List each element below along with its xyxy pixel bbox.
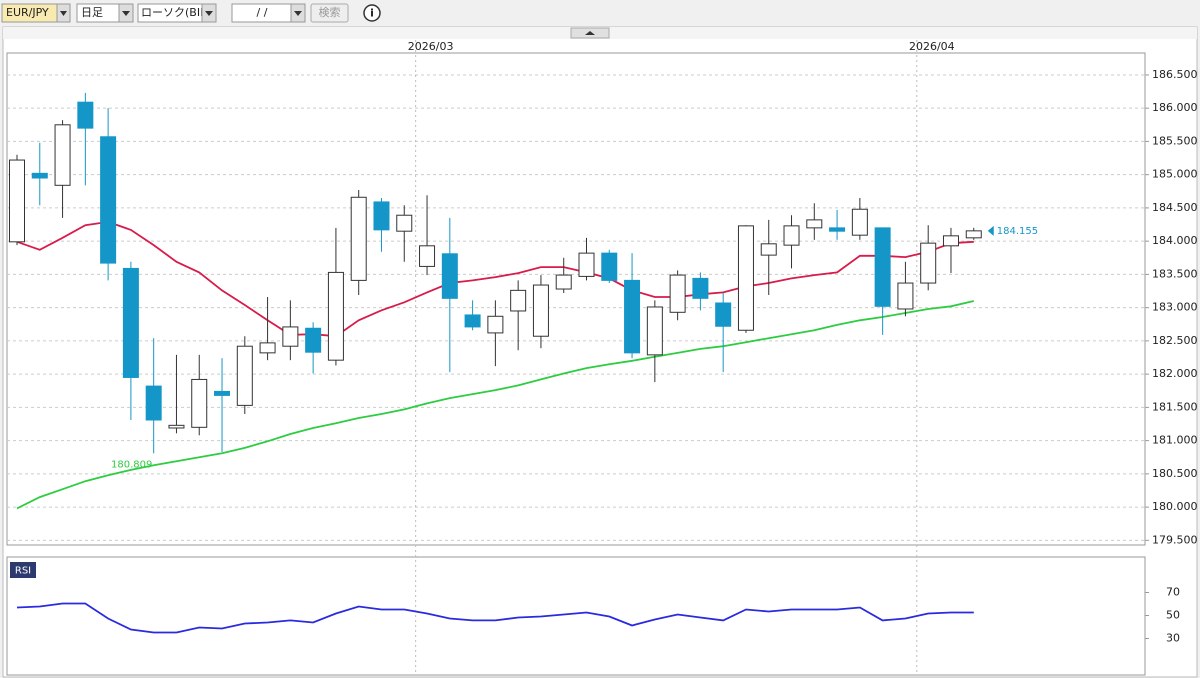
candle-body [191, 378, 208, 428]
y-tick-label: 184.500 [1152, 201, 1198, 214]
search-button[interactable] [310, 3, 349, 23]
candle-body [578, 252, 595, 277]
candle-body [145, 385, 162, 421]
candle-body [783, 225, 800, 246]
candle-body [122, 267, 139, 378]
candle-body [737, 225, 754, 331]
y-tick-label: 183.000 [1152, 301, 1198, 314]
low-label: 180.809 [111, 459, 152, 470]
y-tick-label: 30 [1166, 632, 1180, 645]
candle-body [259, 342, 276, 354]
price-plot [6, 52, 1146, 546]
dropdown-arrow [122, 11, 130, 16]
y-tick-label: 70 [1166, 586, 1180, 599]
candle-body [874, 227, 891, 307]
candle-body [282, 326, 299, 347]
y-tick-label: 182.000 [1152, 367, 1198, 380]
candle-body [464, 314, 481, 328]
candle-body [669, 274, 686, 313]
dropdown-arrow [60, 11, 67, 16]
candle-body [77, 101, 94, 129]
y-tick-label: 181.500 [1152, 400, 1198, 413]
y-tick-label: 186.500 [1152, 68, 1198, 81]
period-text: 日足 [81, 6, 103, 19]
collapse-arrow [585, 31, 595, 35]
candle-body [851, 208, 868, 236]
x-tick-label: 2026/03 [408, 40, 454, 53]
candle-body [441, 253, 458, 299]
symbol-text: EUR/JPY [6, 6, 49, 19]
candle-body [100, 136, 117, 264]
candle-body [715, 302, 732, 327]
info-button[interactable] [363, 4, 381, 22]
moving-average [16, 300, 975, 510]
candle-body [646, 306, 663, 356]
y-tick-label: 185.500 [1152, 134, 1198, 147]
rsi-title: RSI [15, 566, 31, 577]
y-tick-label: 179.500 [1152, 533, 1198, 546]
candle-body [305, 327, 322, 353]
candle-body [532, 284, 549, 337]
candle-body [942, 235, 959, 247]
candle-body [760, 243, 777, 256]
candle-body [601, 252, 618, 281]
candle-body [373, 201, 390, 231]
candle-body [419, 245, 436, 267]
candle-body [829, 227, 846, 232]
rsi-badge [10, 562, 36, 578]
dropdown-arrow [205, 11, 213, 16]
y-tick-label: 180.500 [1152, 467, 1198, 480]
y-tick-label: 181.000 [1152, 434, 1198, 447]
style-text: ローソク(BID) [141, 6, 213, 19]
y-tick-label: 180.000 [1152, 500, 1198, 513]
candle-body [396, 214, 413, 232]
price-marker [987, 225, 994, 236]
candle-body [624, 279, 641, 354]
price-label: 184.155 [997, 226, 1038, 237]
candle-body [487, 315, 504, 334]
dropdown-arrow [294, 11, 302, 16]
x-tick-label: 2026/04 [909, 40, 955, 53]
candle-body [9, 159, 25, 243]
candle-body [510, 289, 527, 312]
y-tick-label: 50 [1166, 609, 1180, 622]
candle-body [54, 124, 71, 186]
candle-body [555, 274, 572, 290]
candle-body [168, 424, 185, 429]
candle-body [965, 230, 982, 239]
rsi-line [16, 602, 974, 634]
candle-body [236, 345, 253, 406]
info-text: i [370, 7, 374, 20]
candle-body [897, 282, 914, 310]
date-text: / / [257, 6, 268, 19]
candle-body [920, 242, 937, 284]
candle-body [214, 390, 231, 396]
y-tick-label: 186.000 [1152, 101, 1198, 114]
candle-body [692, 277, 709, 299]
moving-average [16, 220, 974, 338]
rsi-plot [6, 556, 1146, 676]
y-tick-label: 184.000 [1152, 234, 1198, 247]
y-tick-label: 182.500 [1152, 334, 1198, 347]
candle-body [327, 271, 344, 361]
candle-body [350, 196, 367, 281]
candle-body [31, 172, 48, 179]
search-text: 検索 [319, 5, 341, 19]
y-tick-label: 185.000 [1152, 168, 1198, 181]
y-tick-label: 183.500 [1152, 267, 1198, 280]
candle-body [806, 219, 823, 229]
